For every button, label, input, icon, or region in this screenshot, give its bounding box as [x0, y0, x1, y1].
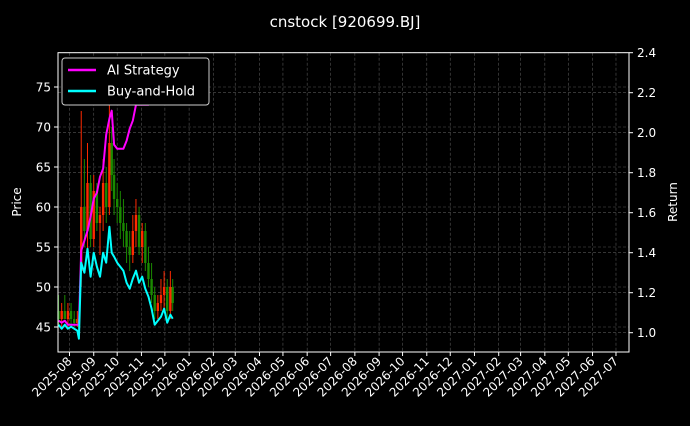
y-right-tick-label: 2.2: [637, 86, 656, 100]
legend-box: [61, 57, 210, 106]
candle-body: [95, 191, 99, 223]
candle-body: [153, 295, 156, 311]
candle-body: [144, 231, 147, 263]
legend: AI Strategy Buy-and-Hold: [61, 57, 210, 106]
candle-body: [112, 175, 116, 199]
candle-body: [169, 287, 172, 311]
candles: [57, 87, 174, 331]
candle-body: [128, 247, 131, 255]
y-right-tick-label: 1.0: [637, 326, 656, 340]
candle-body: [69, 311, 73, 319]
candle-body: [83, 207, 86, 231]
candle-body: [134, 215, 138, 231]
y-left-tick-label: 45: [36, 321, 51, 335]
candle-body: [125, 231, 128, 247]
legend-label-bh: Buy-and-Hold: [107, 85, 195, 100]
candle-body: [156, 303, 160, 311]
candle-body: [105, 183, 108, 207]
buy-and-hold-line: [57, 225, 174, 340]
candle-body: [150, 279, 153, 295]
y-right-tick-label: 1.2: [637, 286, 656, 300]
candle-body: [92, 191, 95, 239]
candle-body: [171, 287, 174, 303]
candle-body: [147, 263, 150, 279]
legend-label-ai: AI Strategy: [107, 64, 180, 79]
candle-body: [66, 311, 70, 319]
candle-body: [166, 287, 169, 311]
candle-body: [98, 215, 102, 223]
y-left-tick-label: 60: [36, 201, 51, 215]
plot-frame: [57, 52, 630, 353]
candle-body: [131, 231, 135, 255]
y-left-label: Price: [10, 187, 24, 216]
y-right-tick-label: 1.4: [637, 246, 656, 260]
candle-body: [122, 223, 125, 231]
candle-body: [76, 319, 79, 323]
candle-body: [141, 231, 144, 247]
candle-body: [101, 183, 105, 215]
y-left-tick-label: 55: [36, 241, 51, 255]
candle-body: [162, 287, 166, 295]
candle-body: [80, 207, 83, 271]
candle-body: [63, 311, 67, 319]
candle-body: [159, 295, 163, 303]
candle-body: [57, 311, 60, 319]
y-right-tick-label: 2.0: [637, 126, 656, 140]
candle-body: [60, 311, 63, 319]
candle-body: [72, 319, 76, 323]
candle-body: [119, 207, 122, 223]
y-left-tick-label: 75: [36, 81, 51, 95]
chart-title: cnstock [920699.BJ]: [270, 13, 421, 31]
y-right-tick-label: 1.6: [637, 206, 656, 220]
candle-body: [115, 199, 119, 207]
y-left-tick-label: 70: [36, 121, 51, 135]
y-right-tick-label: 2.4: [637, 46, 656, 60]
candle-body: [137, 215, 141, 247]
candle-body: [108, 143, 111, 207]
candle-body: [86, 183, 89, 231]
candle-body: [110, 143, 113, 175]
y-right-label: Return: [666, 182, 680, 222]
y-left-tick-label: 50: [36, 281, 51, 295]
y-left-tick-label: 65: [36, 161, 51, 175]
y-right-tick-label: 1.8: [637, 166, 656, 180]
